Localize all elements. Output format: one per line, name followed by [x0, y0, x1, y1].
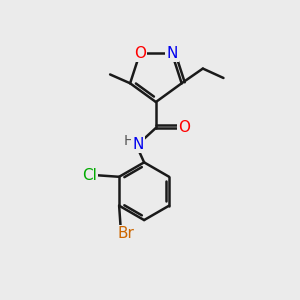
Text: O: O [178, 120, 190, 135]
Text: N: N [133, 136, 144, 152]
Text: O: O [134, 46, 146, 61]
Text: Cl: Cl [82, 168, 97, 183]
Text: N: N [166, 46, 178, 61]
Text: Br: Br [118, 226, 134, 241]
Text: H: H [124, 134, 134, 148]
